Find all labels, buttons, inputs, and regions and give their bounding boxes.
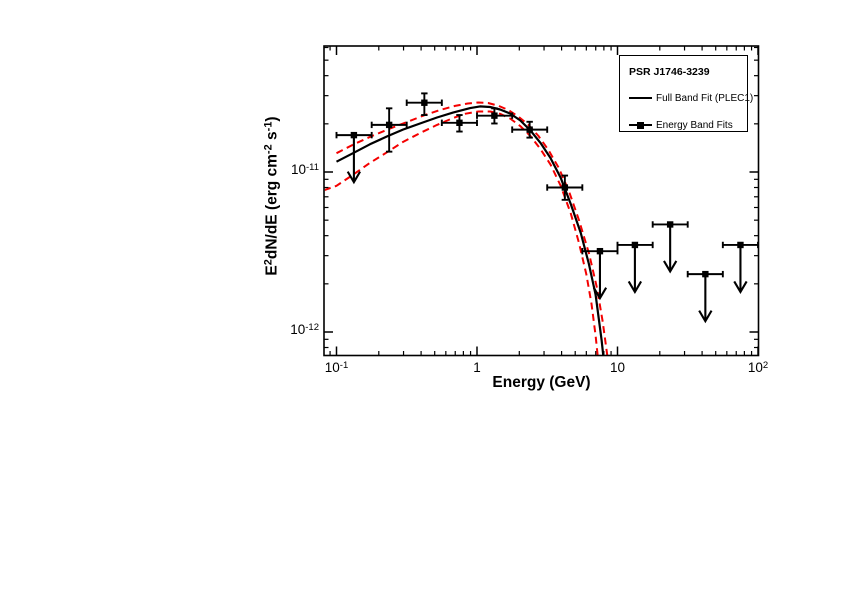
data-point bbox=[511, 120, 549, 139]
down-arrow-icon bbox=[627, 280, 643, 295]
square-marker-icon bbox=[385, 121, 393, 129]
upper-limit-point bbox=[335, 131, 373, 185]
down-arrow-icon bbox=[346, 171, 362, 185]
down-arrow-icon bbox=[663, 260, 678, 274]
data-point bbox=[546, 174, 584, 201]
x-tick-label: 10-1 bbox=[324, 360, 349, 375]
square-marker-icon bbox=[702, 270, 709, 278]
square-marker-icon bbox=[561, 184, 569, 191]
legend-item-label: Energy Band Fits bbox=[656, 119, 733, 131]
line-square-marker-icon bbox=[629, 118, 652, 132]
square-marker-icon bbox=[631, 241, 639, 249]
legend-title: PSR J1746-3239 bbox=[629, 66, 710, 78]
fit-curve bbox=[335, 105, 605, 356]
square-marker-icon bbox=[491, 112, 498, 119]
down-arrow-icon bbox=[733, 280, 748, 295]
square-marker-icon bbox=[421, 99, 428, 106]
upper-limit-point bbox=[651, 221, 689, 274]
data-point bbox=[476, 107, 514, 125]
square-marker-icon bbox=[526, 126, 533, 133]
upper-limit-point bbox=[686, 270, 724, 324]
upper-limit-point bbox=[616, 241, 654, 295]
y-axis-title-text: E2dN/dE (erg cm-2 s-1) bbox=[262, 116, 281, 276]
data-point bbox=[370, 107, 408, 153]
square-marker-icon bbox=[666, 221, 674, 228]
fit-band-lower-curve bbox=[324, 110, 599, 356]
axes-group bbox=[323, 45, 760, 357]
y-tick-label: 10-11 bbox=[290, 162, 319, 177]
x-tick-label: 102 bbox=[747, 360, 769, 375]
square-marker-icon bbox=[596, 247, 604, 255]
data-point bbox=[405, 92, 443, 116]
x-tick-label: 1 bbox=[473, 360, 481, 375]
fit-band-upper-curve bbox=[336, 101, 609, 356]
data-point bbox=[440, 114, 478, 133]
square-marker-icon bbox=[350, 131, 358, 139]
y-tick-label: 10-12 bbox=[290, 322, 319, 337]
x-tick-label: 10 bbox=[609, 360, 626, 375]
down-arrow-icon bbox=[698, 310, 713, 324]
plot-frame bbox=[323, 45, 760, 357]
data-points-group bbox=[335, 92, 759, 324]
line-marker-icon bbox=[629, 91, 652, 105]
legend: PSR J1746-3239 Full Band Fit (PLEC1) Ene… bbox=[619, 55, 753, 132]
upper-limit-point bbox=[721, 241, 759, 295]
legend-item-label: Full Band Fit (PLEC1) bbox=[656, 92, 754, 104]
square-marker-icon bbox=[737, 241, 744, 249]
legend-item-full-band-fit: Full Band Fit (PLEC1) bbox=[629, 91, 753, 105]
fit-curves-group bbox=[324, 101, 609, 356]
x-axis-title: Energy (GeV) bbox=[492, 374, 591, 391]
square-marker-icon bbox=[456, 119, 463, 127]
legend-item-energy-band-fits: Energy Band Fits bbox=[629, 118, 733, 132]
down-arrow-icon bbox=[592, 287, 608, 301]
upper-limit-point bbox=[581, 247, 619, 301]
